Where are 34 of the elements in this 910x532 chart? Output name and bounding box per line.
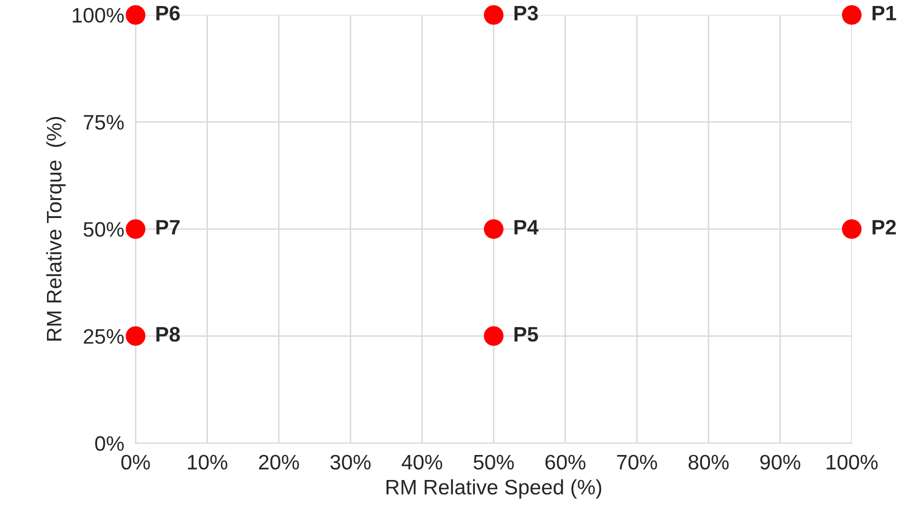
x-tick-label: 0% [121,454,150,470]
y-tick-label: 0% [95,436,124,451]
point [842,219,862,239]
annotation: P8 [156,326,180,342]
x-tick-label: 50% [474,454,514,470]
x-axis-title: RM Relative Speed (%) [386,479,602,499]
x-tick-label: 90% [760,454,800,470]
point [126,5,146,25]
y-tick-label: 100% [72,8,124,23]
y-tick-label: 50% [84,222,124,237]
point [126,219,146,239]
y-axis-title: RM Relative Torque (%) [46,117,66,341]
point [484,5,504,25]
annotation: P4 [514,220,538,234]
x-tick-label: 10% [188,454,228,470]
point [484,326,504,346]
annotation: P1 [872,6,896,20]
x-tick-label: 80% [688,454,729,470]
y-tick-label: 25% [84,329,124,344]
point [484,219,504,239]
x-tick-label: 20% [259,454,299,470]
x-tick-label: 70% [617,454,658,470]
x-tick-label: 100% [826,454,878,470]
y-tick-label: 75% [84,115,124,130]
x-tick-label: 60% [546,454,586,470]
annotation: P3 [514,6,538,21]
annotation: P2 [872,220,896,234]
x-tick-label: 30% [330,454,371,470]
annotation: P5 [514,327,538,342]
point [126,326,146,346]
point [842,5,862,25]
annotation: P7 [156,220,180,234]
annotation: P6 [156,6,180,20]
x-tick-label: 40% [402,454,442,470]
